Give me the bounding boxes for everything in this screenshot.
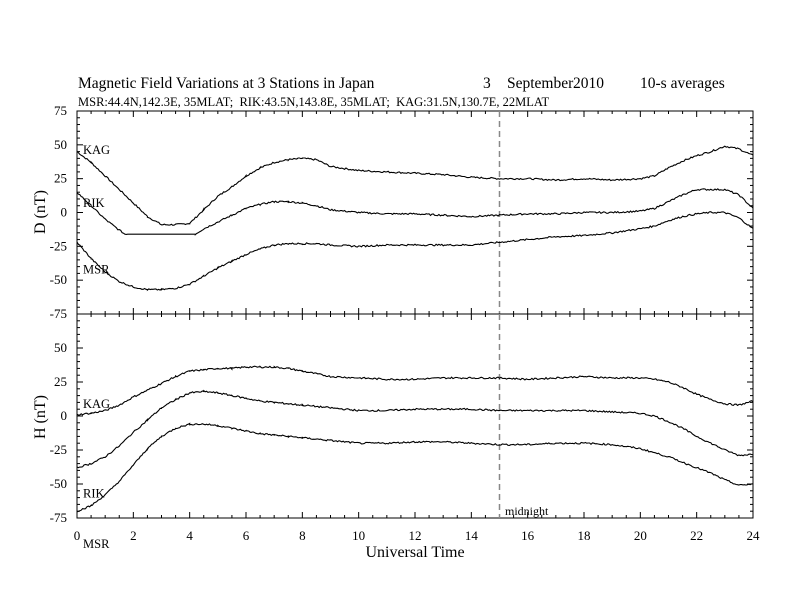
series-line-msr [76, 422, 754, 513]
x-tick-label: 18 [578, 528, 591, 543]
station-label-msr: MSR [83, 537, 110, 551]
panel-frame [76, 110, 754, 315]
date-day: 3 [483, 75, 491, 92]
y-tick-label: 50 [54, 137, 67, 152]
y-tick-label: -25 [50, 442, 67, 457]
d-axis-title: D (nT) [32, 190, 49, 234]
series-line-kag [76, 145, 754, 226]
y-tick-label: 0 [61, 205, 68, 220]
x-tick-label: 4 [186, 528, 193, 543]
series-line-rik [76, 188, 754, 236]
y-tick-label: 0 [61, 408, 68, 423]
y-tick-label: -75 [50, 306, 67, 321]
station-label-rik: RIK [83, 196, 105, 210]
x-tick-label: 22 [690, 528, 703, 543]
h-axis-title: H (nT) [32, 395, 49, 439]
station-label-kag: KAG [83, 143, 110, 157]
chart-title: Magnetic Field Variations at 3 Stations … [78, 75, 375, 92]
averaging-label: 10-s averages [640, 75, 725, 92]
station-label-kag: KAG [83, 397, 110, 411]
x-tick-label: 0 [74, 528, 81, 543]
y-tick-label: -50 [50, 476, 67, 491]
y-tick-label: -25 [50, 238, 67, 253]
x-tick-label: 20 [634, 528, 647, 543]
x-tick-label: 2 [130, 528, 137, 543]
x-tick-label: 24 [747, 528, 761, 543]
stations-subtitle: MSR:44.4N,142.3E, 35MLAT; RIK:43.5N,143.… [78, 95, 550, 109]
y-tick-label: 25 [54, 374, 67, 389]
y-tick-label: 75 [54, 103, 67, 118]
midnight-label: midnight [505, 504, 549, 518]
x-tick-label: 14 [465, 528, 479, 543]
date-month: September [507, 75, 574, 92]
date-year: 2010 [573, 75, 604, 92]
series-line-kag [76, 365, 754, 416]
x-tick-label: 8 [299, 528, 306, 543]
plot-layer: -75 -50 -25 0 25 50 75 KAG RIK MSR -75 -50 -25 0 25 50 0… [50, 103, 760, 551]
series-line-msr [76, 211, 754, 292]
x-tick-label: 12 [409, 528, 422, 543]
series-line-rik [76, 389, 754, 469]
station-label-rik: RIK [83, 487, 105, 501]
station-label-msr: MSR [83, 262, 110, 276]
y-tick-label: 50 [54, 340, 67, 355]
y-tick-label: -50 [50, 272, 67, 287]
x-tick-label: 10 [352, 528, 365, 543]
y-tick-label: 25 [54, 171, 67, 186]
x-tick-label: 6 [243, 528, 250, 543]
x-axis-title: Universal Time [365, 544, 464, 561]
x-tick-label: 16 [521, 528, 535, 543]
y-tick-label: -75 [50, 510, 67, 525]
